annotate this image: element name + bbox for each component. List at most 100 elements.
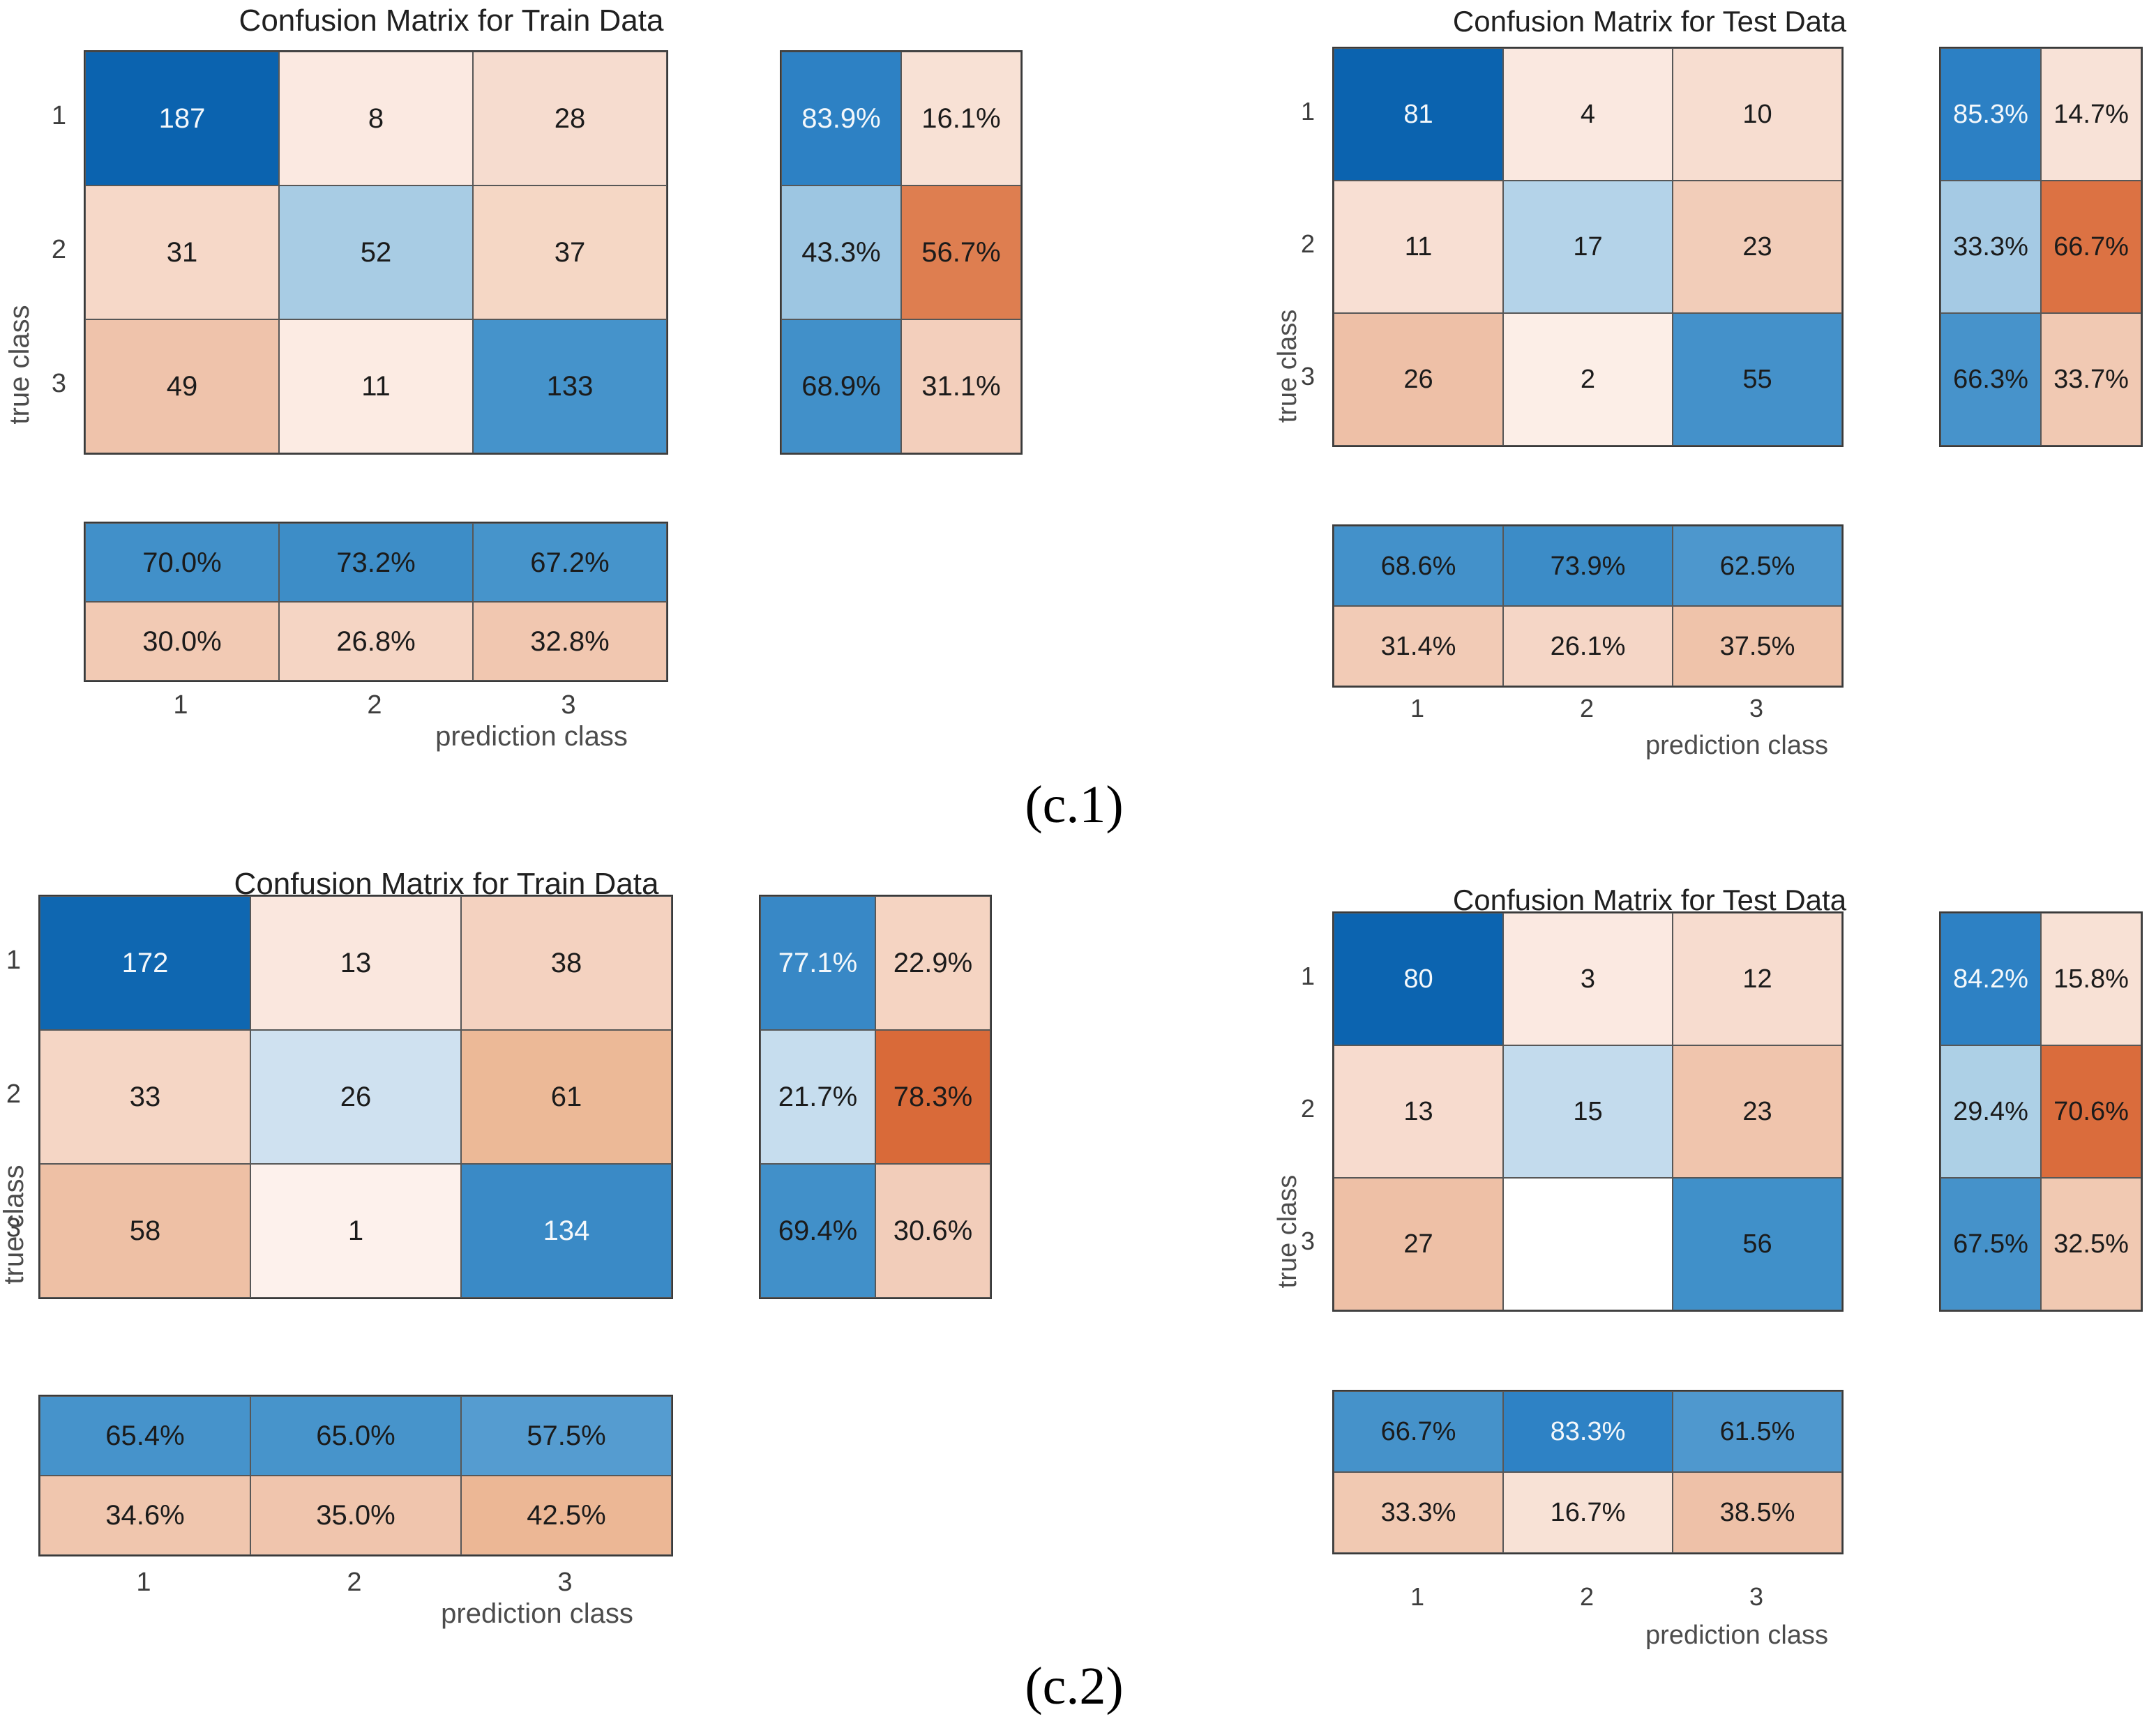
c1-train-col-summary-cell-r1c2: 73.2%	[279, 523, 473, 602]
c1-test-matrix-cell-r2c3: 23	[1673, 181, 1842, 313]
c2-train-title: Confusion Matrix for Train Data	[234, 867, 659, 901]
c2-train-row-summary-cell-r2c2: 78.3%	[875, 1030, 990, 1164]
subfigure-caption-c1: (c.1)	[1025, 775, 1124, 834]
c1-train-matrix: 187 8 28 31 52 37 49 11 133	[84, 50, 668, 455]
c1-train-row-summary-cell-r3c2: 31.1%	[901, 319, 1021, 453]
c2-test-row-summary-cell-r2c2: 70.6%	[2041, 1045, 2141, 1178]
c2-train-row-summary-cell-r3c2: 30.6%	[875, 1164, 990, 1298]
c1-test-col-summary-cell-r1c1: 68.6%	[1334, 526, 1503, 606]
c1-test-row-summary-cell-r2c2: 66.7%	[2041, 181, 2141, 313]
c2-test-matrix-cell-r2c2: 15	[1503, 1045, 1673, 1178]
c2-train-col-summary-cell-r2c2: 35.0%	[250, 1476, 461, 1555]
c1-test-col-summary-cell-r2c3: 37.5%	[1673, 606, 1842, 686]
c1-train-col-summary-cell-r2c1: 30.0%	[85, 602, 279, 681]
c1-train-matrix-cell-r2c3: 37	[473, 185, 667, 319]
c2-train-matrix-cell-r2c3: 61	[461, 1030, 672, 1164]
c1-test-matrix-cell-r3c2: 2	[1503, 313, 1673, 446]
c1-train-col-summary-cell-r1c3: 67.2%	[473, 523, 667, 602]
c1-train-col-summary-cell-r1c1: 70.0%	[85, 523, 279, 602]
c2-train-col-summary-cell-r1c2: 65.0%	[250, 1396, 461, 1476]
c1-test-ytick-1: 1	[1300, 97, 1315, 126]
c1-train-matrix-cell-r3c3: 133	[473, 319, 667, 453]
c2-test-ytick-1: 1	[1300, 962, 1315, 990]
c1-train-xlabel: prediction class	[435, 721, 628, 752]
c1-train-col-summary-cell-r2c2: 26.8%	[279, 602, 473, 681]
c1-test-xtick-3: 3	[1749, 694, 1764, 722]
c1-train-row-summary-cell-r3c1: 68.9%	[781, 319, 901, 453]
c1-test-matrix-cell-r3c3: 55	[1673, 313, 1842, 446]
c2-train-row-summary-cell-r1c1: 77.1%	[760, 896, 875, 1030]
c2-test-col-summary-cell-r2c2: 16.7%	[1503, 1472, 1673, 1553]
c2-train-col-summary-cell-r1c1: 65.4%	[40, 1396, 250, 1476]
c2-test-row-summary-cell-r1c1: 84.2%	[1940, 913, 2041, 1045]
c2-test-ytick-3: 3	[1300, 1227, 1315, 1255]
c2-test-matrix-cell-r1c2: 3	[1503, 913, 1673, 1045]
c1-train-matrix-cell-r2c1: 31	[85, 185, 279, 319]
c2-train-matrix: 172 13 38 33 26 61 58 1 134	[38, 895, 673, 1299]
c1-test-matrix-cell-r2c1: 11	[1334, 181, 1503, 313]
c2-test-matrix-cell-r2c3: 23	[1673, 1045, 1842, 1178]
c2-test-row-summary-cell-r3c1: 67.5%	[1940, 1178, 2041, 1310]
c1-test-matrix-cell-r3c1: 26	[1334, 313, 1503, 446]
c1-train-ylabel: true class	[4, 305, 35, 425]
c2-train-matrix-cell-r2c2: 26	[250, 1030, 461, 1164]
c1-test-matrix-cell-r1c1: 81	[1334, 48, 1503, 181]
c2-train-row-summary-cell-r1c2: 22.9%	[875, 896, 990, 1030]
c1-train-ytick-2: 2	[51, 235, 66, 264]
c2-train-row-summary-cell-r3c1: 69.4%	[760, 1164, 875, 1298]
c1-train-xtick-1: 1	[173, 690, 188, 720]
c1-train-matrix-cell-r3c2: 11	[279, 319, 473, 453]
subfigure-caption-c2: (c.2)	[1025, 1657, 1124, 1715]
c1-train-matrix-cell-r2c2: 52	[279, 185, 473, 319]
c1-train-matrix-cell-r1c3: 28	[473, 52, 667, 185]
c2-train-matrix-cell-r2c1: 33	[40, 1030, 250, 1164]
c1-train-row-summary-cell-r1c2: 16.1%	[901, 52, 1021, 185]
c1-train-row-summary-cell-r1c1: 83.9%	[781, 52, 901, 185]
c2-test-xlabel: prediction class	[1645, 1621, 1828, 1650]
c2-train-ylabel: true class	[0, 1165, 29, 1285]
c2-train-col-summary-cell-r1c3: 57.5%	[461, 1396, 672, 1476]
c2-test-title: Confusion Matrix for Test Data	[1452, 884, 1847, 916]
c1-train-xtick-2: 2	[367, 690, 382, 720]
c1-test-row-summary-cell-r2c1: 33.3%	[1940, 181, 2041, 313]
c1-test-col-summary-cell-r2c2: 26.1%	[1503, 606, 1673, 686]
c1-test-matrix-cell-r1c2: 4	[1503, 48, 1673, 181]
c1-train-ytick-1: 1	[51, 101, 66, 130]
c1-train-xtick-3: 3	[561, 690, 576, 720]
c2-test-row-summary-cell-r1c2: 15.8%	[2041, 913, 2141, 1045]
c2-train-matrix-cell-r1c1: 172	[40, 896, 250, 1030]
c1-test-row-summary: 85.3% 14.7% 33.3% 66.7% 66.3% 33.7%	[1939, 47, 2143, 447]
c1-test-matrix-cell-r2c2: 17	[1503, 181, 1673, 313]
c2-test-ytick-2: 2	[1300, 1094, 1315, 1123]
c2-test-col-summary: 66.7% 83.3% 61.5% 33.3% 16.7% 38.5%	[1332, 1390, 1844, 1554]
c2-train-matrix-cell-r3c2: 1	[250, 1164, 461, 1298]
c1-train-matrix-cell-r1c2: 8	[279, 52, 473, 185]
c2-test-xtick-3: 3	[1749, 1582, 1764, 1611]
c2-test-xtick-2: 2	[1579, 1582, 1595, 1611]
c1-test-row-summary-cell-r1c1: 85.3%	[1940, 48, 2041, 181]
c2-test-matrix-cell-r3c3: 56	[1673, 1178, 1842, 1310]
c2-test-col-summary-cell-r1c2: 83.3%	[1503, 1391, 1673, 1472]
c2-train-matrix-cell-r3c1: 58	[40, 1164, 250, 1298]
c1-test-ylabel: true class	[1273, 309, 1302, 423]
c2-train-xtick-2: 2	[347, 1568, 362, 1597]
c2-test-matrix-cell-r3c2	[1503, 1178, 1673, 1310]
c2-test-matrix-cell-r1c3: 12	[1673, 913, 1842, 1045]
c2-test-matrix-cell-r2c1: 13	[1334, 1045, 1503, 1178]
c1-test-xtick-2: 2	[1579, 694, 1595, 722]
c2-train-matrix-cell-r1c2: 13	[250, 896, 461, 1030]
c1-test-title: Confusion Matrix for Test Data	[1452, 5, 1847, 38]
c2-train-matrix-cell-r3c3: 134	[461, 1164, 672, 1298]
c2-train-col-summary: 65.4% 65.0% 57.5% 34.6% 35.0% 42.5%	[38, 1395, 673, 1556]
c1-test-row-summary-cell-r1c2: 14.7%	[2041, 48, 2141, 181]
c2-test-col-summary-cell-r1c3: 61.5%	[1673, 1391, 1842, 1472]
c1-test-ytick-2: 2	[1300, 229, 1315, 258]
c2-test-col-summary-cell-r2c3: 38.5%	[1673, 1472, 1842, 1553]
c2-train-col-summary-cell-r2c3: 42.5%	[461, 1476, 672, 1555]
c1-train-col-summary: 70.0% 73.2% 67.2% 30.0% 26.8% 32.8%	[84, 522, 668, 682]
c1-test-col-summary-cell-r2c1: 31.4%	[1334, 606, 1503, 686]
c2-train-matrix-cell-r1c3: 38	[461, 896, 672, 1030]
c1-test-xlabel: prediction class	[1645, 731, 1828, 760]
c2-train-ytick-1: 1	[6, 946, 21, 975]
c1-train-col-summary-cell-r2c3: 32.8%	[473, 602, 667, 681]
